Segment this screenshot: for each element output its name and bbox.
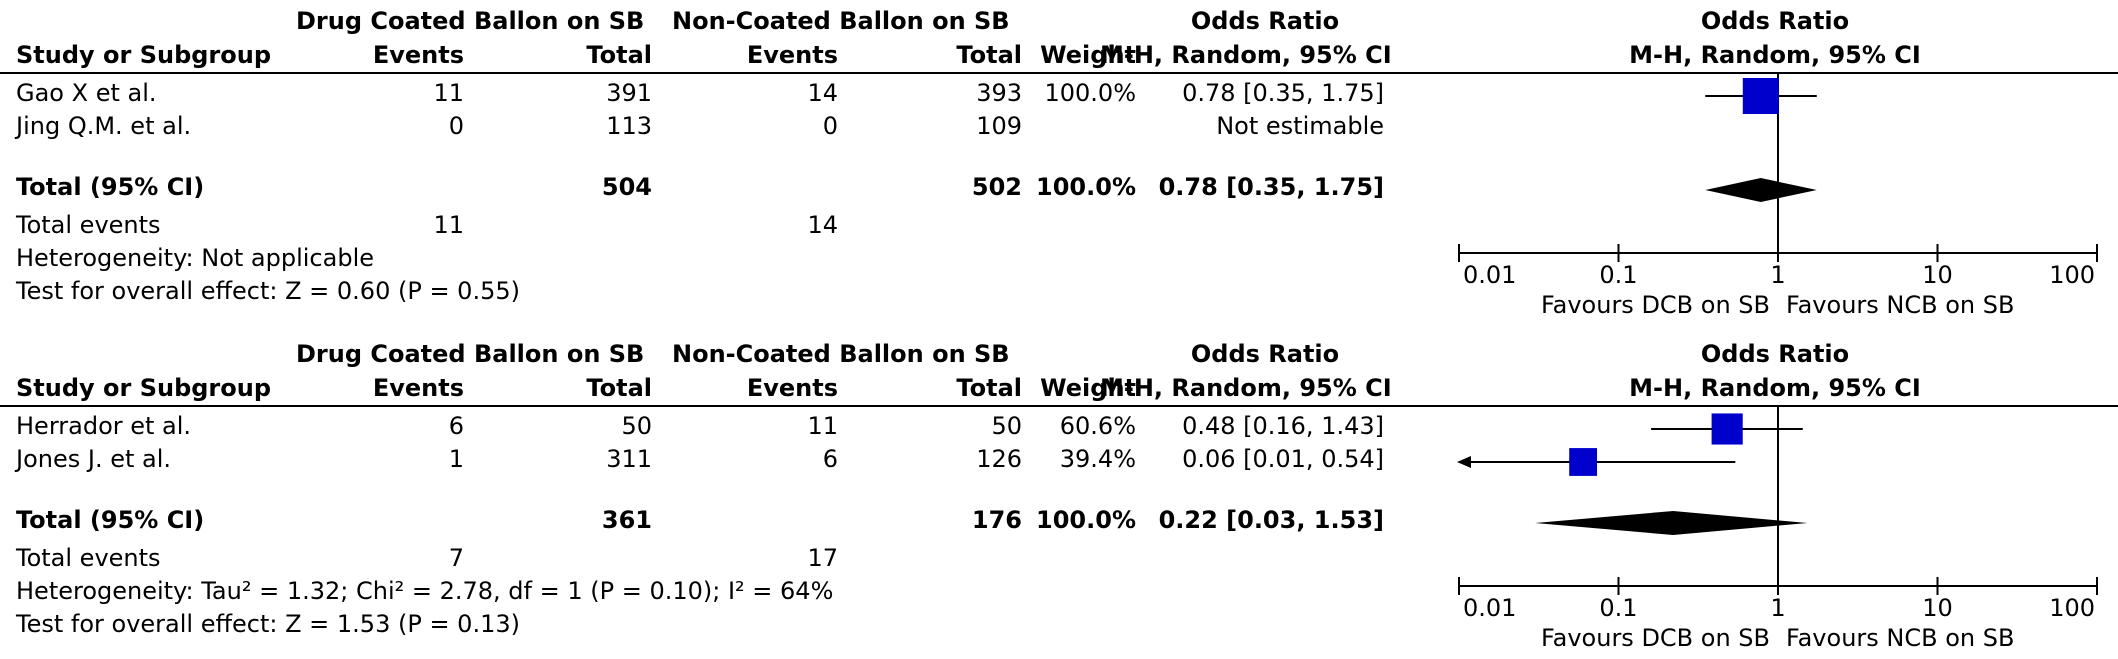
group-header-dcb: Drug Coated Ballon on SB <box>296 7 645 35</box>
x-tick-label: 100 <box>2049 261 2095 289</box>
x-tick-label: 1 <box>1770 261 1785 289</box>
weight: 100.0% <box>1036 506 1136 534</box>
col-weight-header: Weight <box>1040 374 1136 402</box>
study-name: Herrador et al. <box>16 412 192 440</box>
dcb-events: 0 <box>448 112 464 140</box>
odds-ratio-ci: 0.48 [0.16, 1.43] <box>1182 412 1384 440</box>
or-column-title: Odds Ratio <box>1190 7 1340 35</box>
overall-effect-text: Test for overall effect: Z = 1.53 (P = 0… <box>16 610 520 638</box>
dcb-events: 11 <box>433 79 464 107</box>
x-tick-label: 100 <box>2049 594 2095 622</box>
x-tick-label: 1 <box>1770 594 1785 622</box>
dcb-total: 391 <box>606 79 652 107</box>
study-name: Jones J. et al. <box>16 445 172 473</box>
forest-plot-panel-1: Drug Coated Ballon on SB Non-Coated Ball… <box>0 0 2118 320</box>
group-header-ncb: Non-Coated Ballon on SB <box>672 7 1010 35</box>
odds-ratio-ci: 0.78 [0.35, 1.75] <box>1182 79 1384 107</box>
forest-plot: 0.01 0.1 1 10 100 Favours DCB on SB Favours NC… <box>1458 72 2098 319</box>
ncb-events: 17 <box>807 544 838 572</box>
dcb-total: 50 <box>621 412 652 440</box>
study-name: Jing Q.M. et al. <box>16 112 192 140</box>
ncb-total: 176 <box>971 506 1022 534</box>
heterogeneity-text: Heterogeneity: Not applicable <box>16 244 374 272</box>
favours-left-label: Favours DCB on SB <box>1541 624 1770 652</box>
x-tick-label: 0.01 <box>1463 594 1516 622</box>
dcb-total: 504 <box>601 173 652 201</box>
plot-title: Odds Ratio <box>1700 340 1850 368</box>
col-events-header: Events <box>372 41 464 69</box>
forest-plot: 0.01 0.1 1 10 100 Favours DCB on SB Favours NC… <box>1457 405 2098 652</box>
weight: 39.4% <box>1059 445 1136 473</box>
plot-title: Odds Ratio <box>1700 7 1850 35</box>
x-tick-label: 0.1 <box>1599 261 1637 289</box>
total-label: Total (95% CI) <box>16 506 205 534</box>
study-marker <box>1711 413 1743 445</box>
weight: 100.0% <box>1044 79 1136 107</box>
odds-ratio-ci: Not estimable <box>1216 112 1384 140</box>
col-total-header: Total <box>956 41 1022 69</box>
ncb-events: 0 <box>822 112 838 140</box>
heterogeneity-text: Heterogeneity: Tau² = 1.32; Chi² = 2.78,… <box>16 577 834 605</box>
ncb-total: 126 <box>976 445 1022 473</box>
ci-arrow <box>1457 456 1471 468</box>
study-name: Gao X et al. <box>16 79 157 107</box>
x-tick-label: 10 <box>1922 261 1953 289</box>
ncb-total: 50 <box>991 412 1022 440</box>
ncb-events: 6 <box>822 445 838 473</box>
overall-effect-text: Test for overall effect: Z = 0.60 (P = 0… <box>16 277 520 305</box>
col-study-header: Study or Subgroup <box>16 41 272 69</box>
ncb-events: 14 <box>807 211 838 239</box>
dcb-total: 361 <box>601 506 652 534</box>
study-marker <box>1742 78 1779 114</box>
col-events-header: Events <box>746 41 838 69</box>
x-tick-label: 0.1 <box>1599 594 1637 622</box>
col-events-header: Events <box>372 374 464 402</box>
odds-ratio-ci: 0.78 [0.35, 1.75] <box>1158 173 1384 201</box>
dcb-total: 113 <box>606 112 652 140</box>
ncb-events: 14 <box>807 79 838 107</box>
total-label: Total (95% CI) <box>16 173 205 201</box>
odds-ratio-ci: 0.22 [0.03, 1.53] <box>1158 506 1384 534</box>
plot-method: M-H, Random, 95% CI <box>1629 374 1921 402</box>
or-column-title: Odds Ratio <box>1190 340 1340 368</box>
weight: 60.6% <box>1059 412 1136 440</box>
weight: 100.0% <box>1036 173 1136 201</box>
dcb-events: 6 <box>448 412 464 440</box>
dcb-events: 7 <box>448 544 464 572</box>
col-total-header: Total <box>956 374 1022 402</box>
favours-left-label: Favours DCB on SB <box>1541 291 1770 319</box>
col-total-header: Total <box>586 41 652 69</box>
header-rule <box>0 72 2118 74</box>
study-marker <box>1569 448 1598 476</box>
col-study-header: Study or Subgroup <box>16 374 272 402</box>
favours-right-label: Favours NCB on SB <box>1786 624 2014 652</box>
col-total-header: Total <box>586 374 652 402</box>
or-column-method: M-H, Random, 95% CI <box>1100 41 1392 69</box>
forest-plot-panel-2: Drug Coated Ballon on SB Non-Coated Ball… <box>0 333 2118 653</box>
header-rule <box>0 405 2118 407</box>
pooled-diamond <box>1535 511 1808 535</box>
dcb-events: 1 <box>448 445 464 473</box>
total-events-label: Total events <box>16 211 161 239</box>
dcb-total: 311 <box>606 445 652 473</box>
col-weight-header: Weight <box>1040 41 1136 69</box>
plot-method: M-H, Random, 95% CI <box>1629 41 1921 69</box>
x-tick-label: 0.01 <box>1463 261 1516 289</box>
group-header-dcb: Drug Coated Ballon on SB <box>296 340 645 368</box>
pooled-diamond <box>1705 178 1817 202</box>
group-header-ncb: Non-Coated Ballon on SB <box>672 340 1010 368</box>
total-events-label: Total events <box>16 544 161 572</box>
ncb-total: 502 <box>971 173 1022 201</box>
ncb-total: 393 <box>976 79 1022 107</box>
ncb-total: 109 <box>976 112 1022 140</box>
favours-right-label: Favours NCB on SB <box>1786 291 2014 319</box>
ncb-events: 11 <box>807 412 838 440</box>
col-events-header: Events <box>746 374 838 402</box>
x-tick-label: 10 <box>1922 594 1953 622</box>
odds-ratio-ci: 0.06 [0.01, 0.54] <box>1182 445 1384 473</box>
or-column-method: M-H, Random, 95% CI <box>1100 374 1392 402</box>
dcb-events: 11 <box>433 211 464 239</box>
